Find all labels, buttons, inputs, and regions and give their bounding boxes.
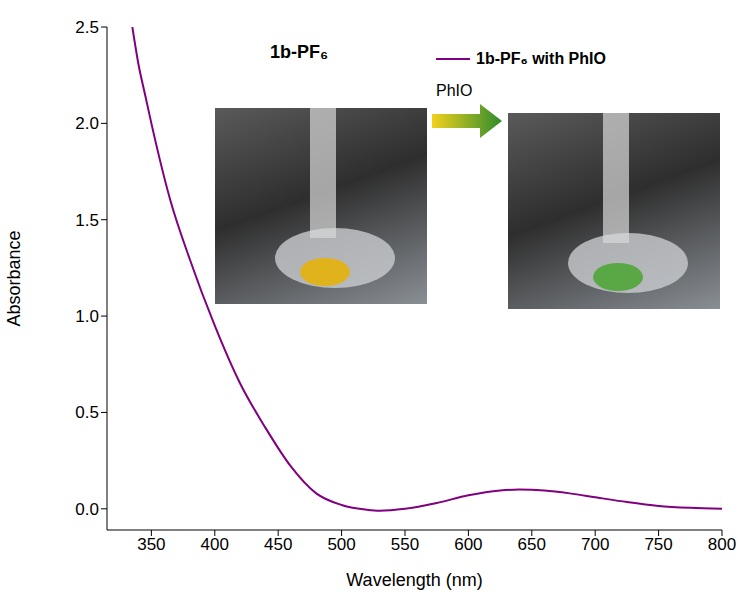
svg-text:450: 450 <box>264 535 292 554</box>
svg-text:400: 400 <box>201 535 229 554</box>
svg-text:2.0: 2.0 <box>75 114 99 133</box>
svg-text:650: 650 <box>518 535 546 554</box>
svg-text:800: 800 <box>708 535 736 554</box>
svg-text:700: 700 <box>581 535 609 554</box>
svg-text:1.0: 1.0 <box>75 307 99 326</box>
svg-text:Absorbance: Absorbance <box>4 230 24 326</box>
svg-text:350: 350 <box>137 535 165 554</box>
svg-text:2.5: 2.5 <box>75 18 99 37</box>
svg-text:750: 750 <box>644 535 672 554</box>
svg-text:0.5: 0.5 <box>75 403 99 422</box>
svg-text:Wavelength (nm): Wavelength (nm) <box>346 570 482 590</box>
svg-text:500: 500 <box>327 535 355 554</box>
html-text:1b-PF₆ with PhIO: 1b-PF₆ with PhIO <box>476 50 606 67</box>
svg-text:0.0: 0.0 <box>75 500 99 519</box>
svg-text:550: 550 <box>391 535 419 554</box>
svg-text:600: 600 <box>454 535 482 554</box>
html-text:1b-PF₆: 1b-PF₆ <box>270 42 329 62</box>
html-text:PhIO: PhIO <box>436 82 473 99</box>
svg-text:1.5: 1.5 <box>75 211 99 230</box>
